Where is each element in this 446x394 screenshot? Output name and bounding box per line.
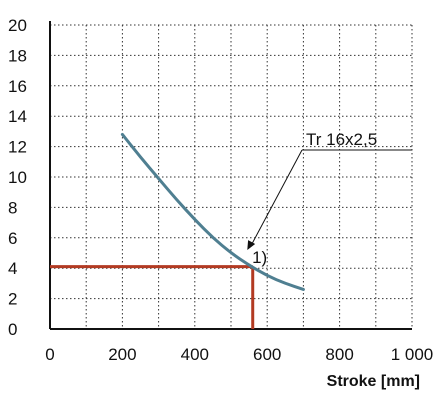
series-layer: [120, 132, 305, 291]
x-tick-label: 400: [181, 345, 209, 364]
x-axis-label: Stroke [mm]: [327, 373, 420, 390]
y-axis-ticks: 0 2 4 6 8 10 12 14 16 18 20: [8, 16, 27, 339]
y-tick-label: 10: [8, 168, 27, 187]
y-tick-label: 8: [8, 198, 17, 217]
reference-lines: [50, 265, 255, 329]
y-tick-label: 2: [8, 290, 17, 309]
series-line-tr-16x2-5: [120, 132, 305, 291]
series-label: Tr 16x2,5: [306, 130, 377, 149]
footnote-marker: 1): [252, 248, 267, 267]
y-tick-label: 12: [8, 138, 27, 157]
y-tick-label: 4: [8, 259, 17, 278]
x-axis-ticks: 0 200 400 600 800 1 000: [45, 345, 433, 364]
x-tick-label: 600: [253, 345, 281, 364]
y-tick-label: 6: [8, 229, 17, 248]
label-leader-line: [249, 149, 303, 248]
y-tick-label: 18: [8, 46, 27, 65]
annotation-layer: 1) Tr 16x2,5: [247, 130, 412, 267]
y-tick-label: 16: [8, 77, 27, 96]
x-tick-label: 200: [108, 345, 136, 364]
x-tick-label: 0: [45, 345, 54, 364]
chart-grid: [50, 24, 413, 329]
y-tick-label: 14: [8, 107, 27, 126]
arrowhead-icon: [247, 240, 256, 250]
x-tick-label: 800: [325, 345, 353, 364]
x-tick-label: 1 000: [391, 345, 434, 364]
y-tick-label: 20: [8, 16, 27, 35]
y-tick-label: 0: [8, 320, 17, 339]
chart-axes: [49, 21, 412, 330]
